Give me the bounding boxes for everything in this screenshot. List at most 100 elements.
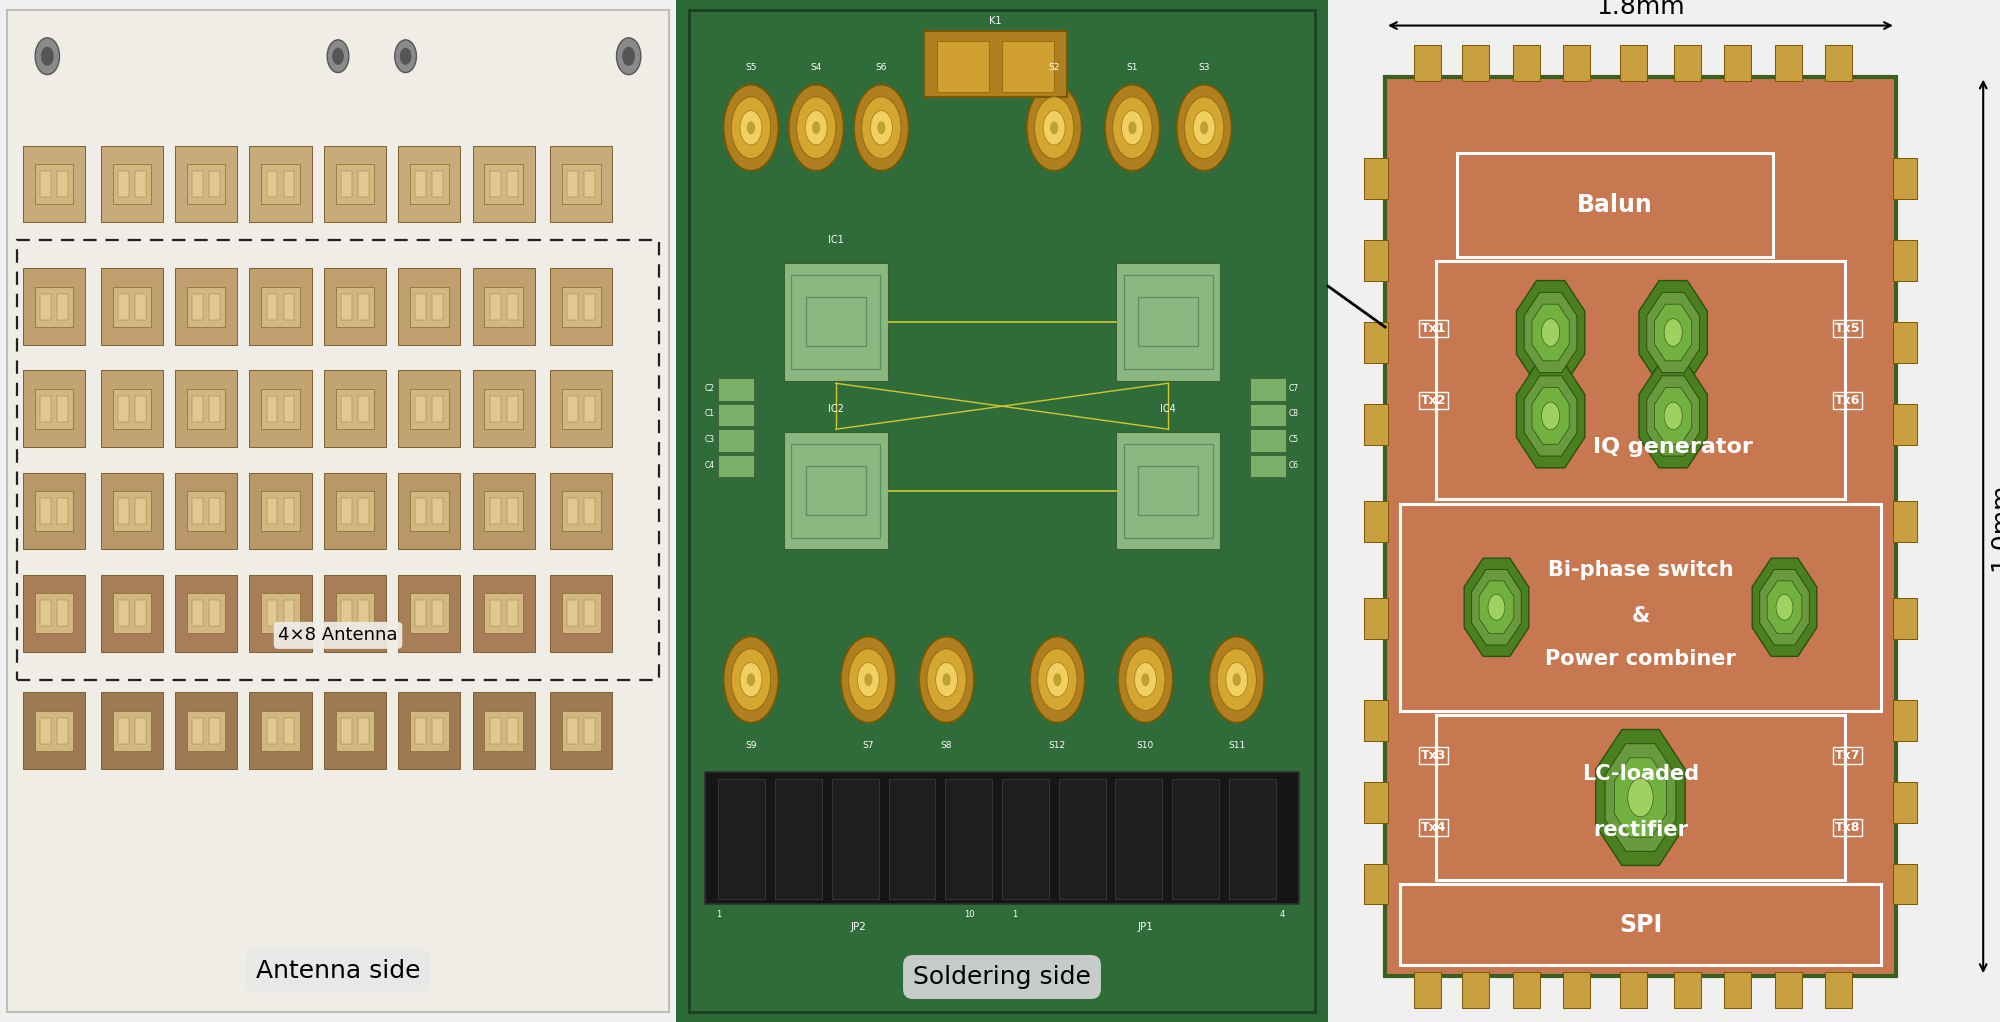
Bar bbox=[1894, 598, 1916, 639]
Text: C1: C1 bbox=[706, 410, 716, 418]
Bar bbox=[946, 779, 992, 899]
Bar bbox=[266, 600, 278, 626]
Bar bbox=[784, 263, 888, 380]
Bar bbox=[22, 146, 86, 223]
Bar bbox=[262, 593, 300, 633]
Bar bbox=[410, 711, 448, 750]
Bar bbox=[1724, 45, 1752, 81]
Bar bbox=[718, 779, 766, 899]
Polygon shape bbox=[1516, 281, 1584, 384]
Bar bbox=[262, 492, 300, 531]
Circle shape bbox=[1128, 122, 1136, 134]
Bar bbox=[250, 693, 312, 770]
Bar bbox=[410, 164, 448, 203]
Bar bbox=[324, 269, 386, 345]
Bar bbox=[100, 472, 162, 550]
Bar bbox=[192, 396, 204, 422]
Bar bbox=[176, 693, 238, 770]
Polygon shape bbox=[1532, 305, 1570, 361]
Bar bbox=[324, 693, 386, 770]
Bar bbox=[250, 472, 312, 550]
Text: IC1: IC1 bbox=[828, 235, 844, 245]
Bar bbox=[22, 370, 86, 447]
Circle shape bbox=[1044, 110, 1066, 145]
Bar bbox=[1456, 153, 1774, 257]
Bar bbox=[410, 286, 448, 326]
Bar bbox=[134, 171, 146, 197]
Bar bbox=[568, 396, 578, 422]
Circle shape bbox=[36, 38, 60, 75]
Circle shape bbox=[332, 48, 344, 64]
Circle shape bbox=[1126, 649, 1166, 710]
Text: K1: K1 bbox=[990, 15, 1002, 26]
Bar bbox=[112, 286, 152, 326]
Bar bbox=[506, 396, 518, 422]
Bar bbox=[432, 717, 444, 744]
Text: 1.0mm: 1.0mm bbox=[1988, 482, 2000, 570]
Bar bbox=[266, 717, 278, 744]
Circle shape bbox=[1112, 97, 1152, 158]
Bar bbox=[176, 269, 238, 345]
Polygon shape bbox=[1524, 376, 1576, 456]
Text: Tx8: Tx8 bbox=[1834, 821, 1860, 834]
Bar bbox=[58, 600, 68, 626]
Bar bbox=[176, 370, 238, 447]
Circle shape bbox=[1118, 637, 1172, 723]
Bar bbox=[398, 693, 460, 770]
Text: S2: S2 bbox=[1048, 62, 1060, 72]
Text: 1: 1 bbox=[1012, 910, 1018, 919]
Circle shape bbox=[942, 673, 950, 686]
Circle shape bbox=[812, 122, 820, 134]
Circle shape bbox=[1664, 319, 1682, 346]
Circle shape bbox=[740, 662, 762, 697]
Bar bbox=[1564, 972, 1590, 1008]
Bar bbox=[1364, 404, 1388, 445]
Bar bbox=[284, 396, 294, 422]
Bar bbox=[112, 492, 152, 531]
Bar bbox=[416, 396, 426, 422]
Bar bbox=[506, 717, 518, 744]
Circle shape bbox=[848, 649, 888, 710]
Circle shape bbox=[1194, 110, 1216, 145]
Bar bbox=[1364, 158, 1388, 199]
Polygon shape bbox=[1640, 364, 1708, 468]
Circle shape bbox=[1776, 595, 1792, 620]
Bar bbox=[34, 164, 74, 203]
Text: C4: C4 bbox=[704, 461, 716, 469]
Circle shape bbox=[1038, 649, 1078, 710]
Bar bbox=[210, 171, 220, 197]
Bar bbox=[40, 396, 50, 422]
Bar bbox=[792, 275, 880, 369]
Bar bbox=[484, 593, 522, 633]
Bar bbox=[192, 171, 204, 197]
Text: C6: C6 bbox=[1288, 461, 1300, 469]
Text: S12: S12 bbox=[1048, 741, 1066, 750]
Circle shape bbox=[1184, 97, 1224, 158]
Bar bbox=[324, 472, 386, 550]
Bar bbox=[118, 396, 128, 422]
Bar bbox=[484, 388, 522, 429]
Circle shape bbox=[1210, 637, 1264, 723]
Text: S11: S11 bbox=[1228, 741, 1246, 750]
Bar bbox=[562, 593, 600, 633]
Bar bbox=[118, 498, 128, 524]
Polygon shape bbox=[1654, 387, 1692, 445]
Circle shape bbox=[746, 122, 756, 134]
Bar bbox=[176, 146, 238, 223]
Polygon shape bbox=[1640, 281, 1708, 384]
Bar bbox=[1002, 779, 1048, 899]
Text: LC-loaded: LC-loaded bbox=[1582, 764, 1700, 785]
Bar bbox=[550, 370, 612, 447]
Circle shape bbox=[862, 97, 902, 158]
Bar bbox=[336, 388, 374, 429]
Bar bbox=[706, 772, 1298, 904]
Circle shape bbox=[858, 662, 880, 697]
Bar bbox=[718, 378, 754, 401]
Circle shape bbox=[1176, 85, 1232, 171]
Bar bbox=[1364, 864, 1388, 904]
Bar bbox=[410, 492, 448, 531]
Bar bbox=[1002, 41, 1054, 92]
Bar bbox=[250, 370, 312, 447]
Bar bbox=[324, 574, 386, 652]
Circle shape bbox=[878, 122, 886, 134]
